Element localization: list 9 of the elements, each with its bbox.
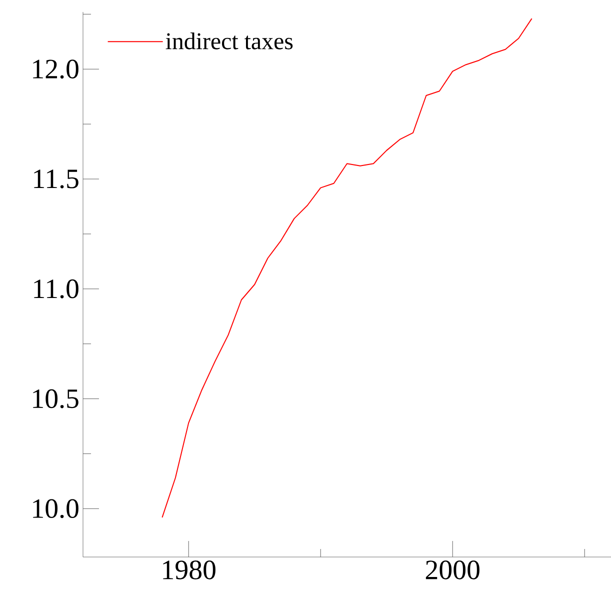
legend-label: indirect taxes — [166, 32, 293, 50]
y-tick-label: 11.5 — [34, 170, 78, 188]
x-tick-label: 1980 — [163, 560, 216, 580]
y-tick-label: 11.0 — [34, 279, 78, 298]
y-tick-label: 12.0 — [33, 60, 78, 79]
line-series — [162, 18, 532, 518]
y-tick-label: 10.0 — [33, 499, 78, 518]
y-tick-label: 10.5 — [33, 389, 78, 408]
x-tick-label: 2000 — [426, 560, 480, 580]
